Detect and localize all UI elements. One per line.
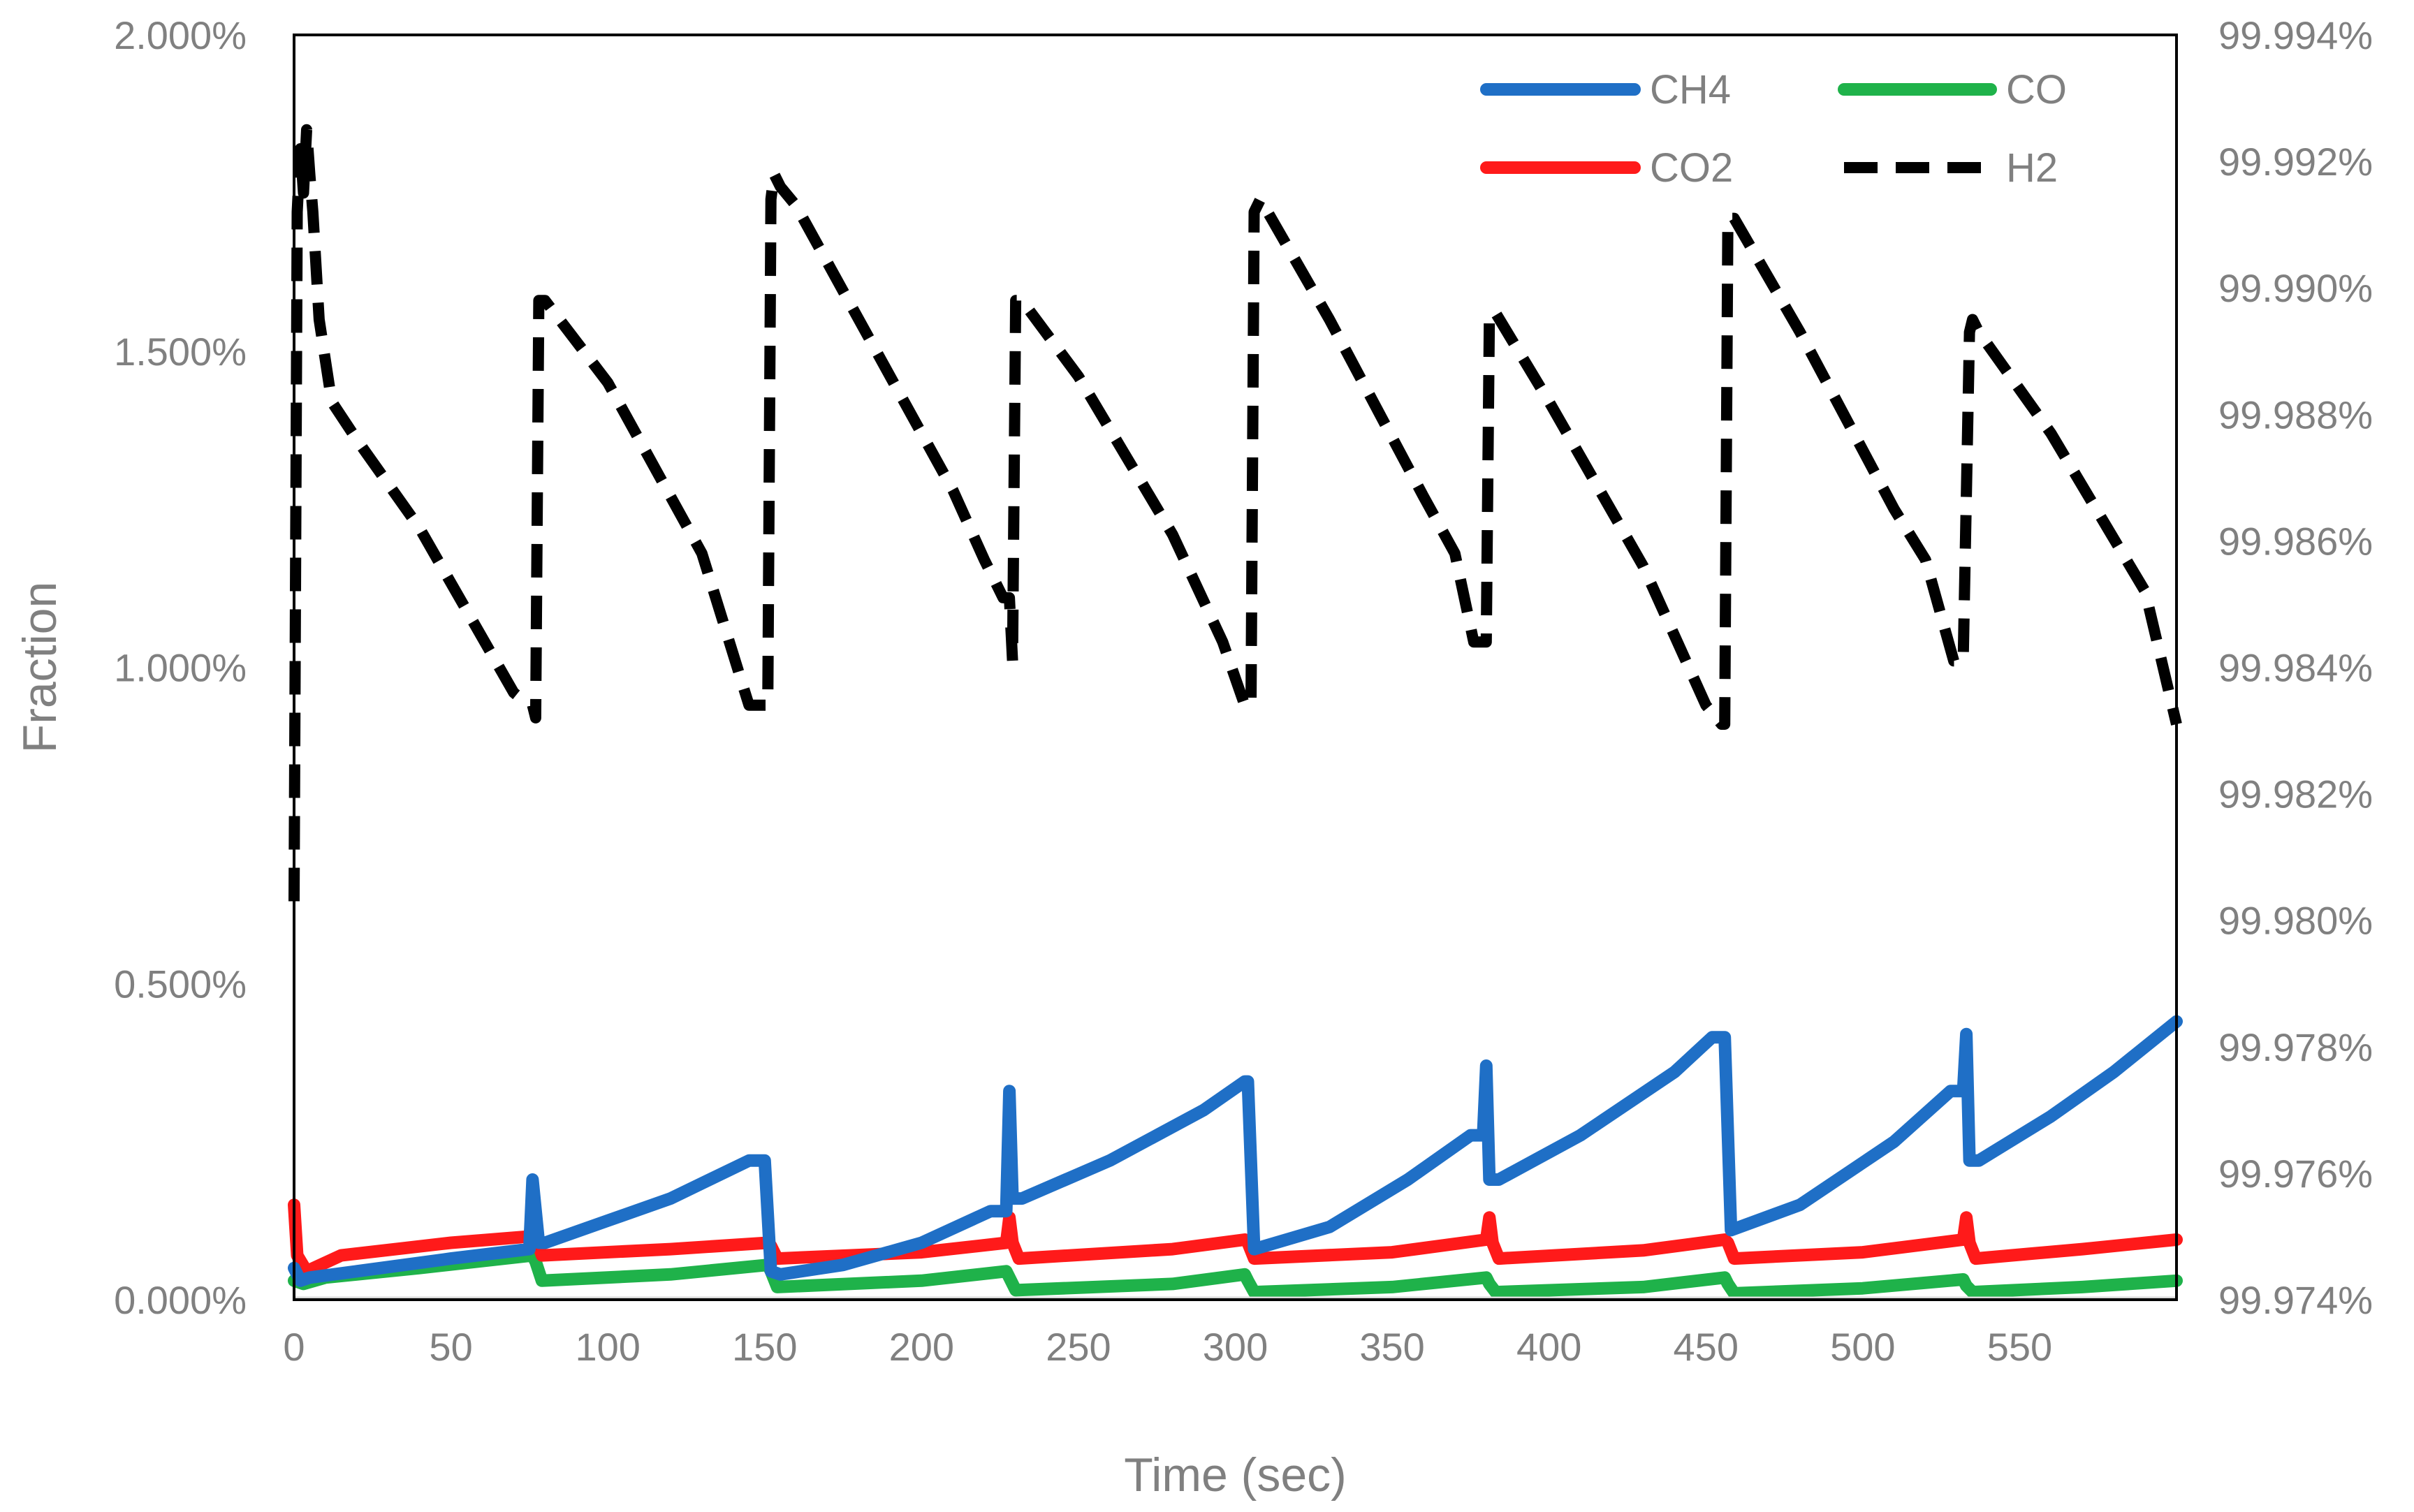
x-tick-label: 400 <box>1516 1325 1581 1369</box>
x-tick-label: 0 <box>283 1325 305 1369</box>
y-right-tick-label: 99.976% <box>2218 1152 2373 1196</box>
y-axis-title: Fraction <box>13 582 66 754</box>
x-tick-label: 100 <box>575 1325 640 1369</box>
x-axis: 0 50 100 150 200 250 300 350 400 450 500 550 <box>283 1296 2177 1369</box>
x-tick-label: 200 <box>889 1325 954 1369</box>
y-right-tick-label: 99.982% <box>2218 772 2373 816</box>
y-left-tick-label: 0.500% <box>114 962 247 1006</box>
y-right-tick-label: 99.984% <box>2218 646 2373 690</box>
y-right-tick-label: 99.990% <box>2218 266 2373 310</box>
x-tick-label: 550 <box>1987 1325 2052 1369</box>
y-right-tick-label: 99.986% <box>2218 519 2373 563</box>
x-tick-label: 350 <box>1359 1325 1424 1369</box>
series-line-h2 <box>288 124 2182 902</box>
y-left-tick-label: 1.500% <box>114 330 247 374</box>
y-axis-left: 0.000% 0.500% 1.000% 1.500% 2.000% <box>114 13 247 1322</box>
y-right-tick-label: 99.992% <box>2218 140 2373 184</box>
y-right-tick-label: 99.988% <box>2218 392 2373 436</box>
x-tick-label: 50 <box>429 1325 472 1369</box>
legend: CH4 CO CO2 H2 <box>1480 67 2067 191</box>
y-axis-right: 99.974% 99.976% 99.978% 99.980% 99.982% 99.98… <box>2218 13 2373 1322</box>
plot-frame <box>293 34 2178 1301</box>
x-tick-label: 250 <box>1046 1325 1111 1369</box>
legend-label-h2: H2 <box>2006 145 2058 191</box>
y-right-tick-label: 99.994% <box>2218 13 2373 57</box>
series-line-ch4 <box>288 1015 2183 1287</box>
legend-label-ch4: CH4 <box>1650 67 1731 112</box>
y-left-tick-label: 1.000% <box>114 646 247 690</box>
y-right-tick-label: 99.980% <box>2218 899 2373 943</box>
series-line-co <box>288 1249 2183 1300</box>
x-tick-label: 450 <box>1674 1325 1739 1369</box>
legend-label-co: CO <box>2006 67 2067 112</box>
y-right-tick-label: 99.978% <box>2218 1025 2373 1069</box>
x-tick-label: 300 <box>1203 1325 1268 1369</box>
y-left-tick-label: 2.000% <box>114 13 247 57</box>
y-left-tick-label: 0.000% <box>114 1278 247 1322</box>
x-axis-title: Time (sec) <box>1124 1448 1347 1502</box>
series-group <box>288 124 2183 1300</box>
y-right-tick-label: 99.974% <box>2218 1278 2373 1322</box>
x-tick-label: 500 <box>1830 1325 1895 1369</box>
legend-label-co2: CO2 <box>1650 145 1733 191</box>
x-tick-label: 150 <box>732 1325 797 1369</box>
